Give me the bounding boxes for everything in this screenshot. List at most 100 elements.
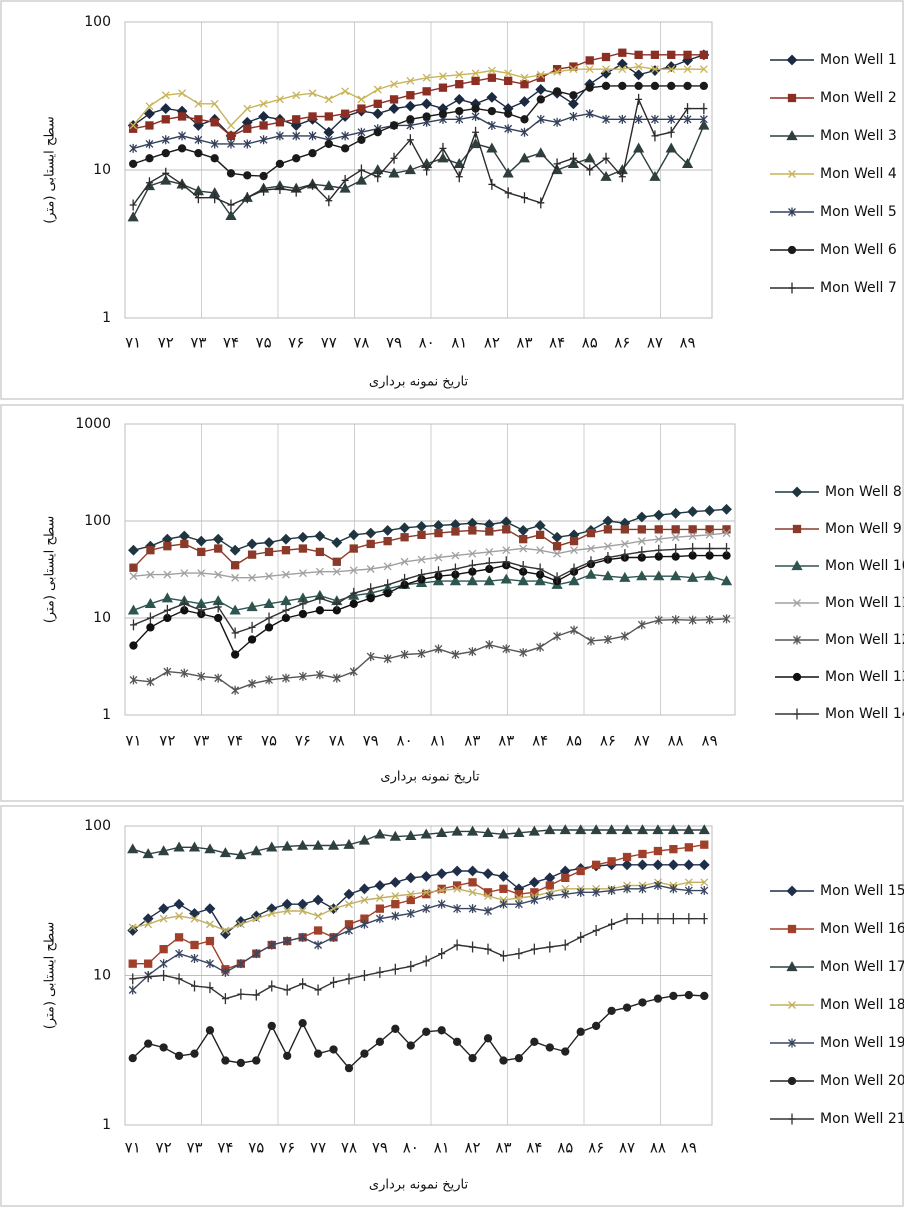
marker xyxy=(299,598,307,610)
marker xyxy=(366,594,375,603)
marker xyxy=(569,91,578,100)
marker xyxy=(161,148,170,158)
marker xyxy=(128,985,137,995)
x-tick-label: ۸۱ xyxy=(430,732,446,750)
series-line xyxy=(132,884,705,991)
x-tick-label: ۸۵ xyxy=(557,1139,573,1157)
marker xyxy=(585,65,594,74)
marker xyxy=(422,890,431,899)
marker xyxy=(700,878,709,887)
marker xyxy=(438,948,446,960)
marker xyxy=(349,599,358,608)
marker xyxy=(605,824,618,835)
marker xyxy=(587,556,595,568)
marker xyxy=(634,114,643,124)
marker xyxy=(502,556,510,568)
marker xyxy=(520,127,529,137)
marker xyxy=(623,913,631,925)
series xyxy=(129,48,708,141)
y-tick-label: 10 xyxy=(93,162,111,178)
marker xyxy=(264,547,274,557)
marker xyxy=(297,531,309,543)
marker xyxy=(194,148,203,158)
series-line xyxy=(133,532,727,579)
legend-label: Mon Well 2 xyxy=(820,90,897,106)
marker xyxy=(197,547,206,557)
marker xyxy=(621,824,633,835)
marker xyxy=(700,103,708,115)
marker xyxy=(553,631,562,641)
marker xyxy=(600,170,612,181)
marker xyxy=(180,668,189,678)
marker xyxy=(204,843,216,854)
legend-marker xyxy=(793,708,801,720)
legend-marker xyxy=(788,207,796,217)
marker xyxy=(391,911,400,921)
marker xyxy=(313,1049,323,1058)
marker xyxy=(129,563,138,572)
marker xyxy=(250,845,262,856)
marker xyxy=(298,671,307,681)
marker xyxy=(316,592,324,604)
x-tick-label: ۸۰ xyxy=(419,334,435,352)
marker xyxy=(684,103,692,115)
marker xyxy=(267,909,276,918)
marker xyxy=(487,66,496,75)
marker xyxy=(455,80,464,89)
marker xyxy=(437,884,446,893)
marker xyxy=(358,834,371,845)
marker xyxy=(468,1053,477,1063)
marker xyxy=(129,121,138,130)
marker xyxy=(671,615,680,625)
marker xyxy=(471,69,480,78)
marker xyxy=(195,535,207,547)
marker xyxy=(700,840,709,849)
marker xyxy=(651,130,659,142)
legend-marker xyxy=(791,560,803,571)
legend-marker xyxy=(786,961,798,972)
x-tick-label: ۸۶ xyxy=(614,334,630,352)
marker xyxy=(567,98,579,110)
y-tick-label: 100 xyxy=(84,818,111,834)
marker xyxy=(227,199,235,211)
x-tick-label: ۷۹ xyxy=(386,334,402,352)
marker xyxy=(129,619,137,631)
marker xyxy=(406,890,415,899)
marker xyxy=(585,109,594,119)
series-line xyxy=(133,112,704,150)
marker xyxy=(634,81,643,91)
marker xyxy=(236,1058,246,1068)
marker xyxy=(601,52,611,62)
x-tick-label: ۷۵ xyxy=(256,334,272,352)
marker xyxy=(178,131,187,141)
marker xyxy=(514,899,523,909)
marker xyxy=(374,880,386,891)
marker xyxy=(190,940,199,950)
marker xyxy=(159,959,168,969)
marker xyxy=(514,1053,524,1063)
marker xyxy=(314,984,322,996)
marker xyxy=(177,144,187,153)
marker xyxy=(145,139,154,149)
marker xyxy=(469,941,477,953)
marker xyxy=(650,114,659,124)
legend-marker xyxy=(786,130,798,141)
marker xyxy=(603,542,612,551)
series xyxy=(128,880,709,995)
marker xyxy=(670,507,682,519)
x-tick-label: ۸۱ xyxy=(451,334,467,352)
marker xyxy=(553,549,562,558)
marker xyxy=(453,158,465,169)
series xyxy=(128,990,709,1073)
marker xyxy=(197,671,206,681)
marker xyxy=(520,73,529,82)
marker xyxy=(649,170,661,181)
marker xyxy=(127,211,139,222)
marker xyxy=(688,615,697,625)
marker xyxy=(637,525,646,534)
marker xyxy=(283,1051,292,1061)
marker xyxy=(654,913,662,925)
marker xyxy=(360,919,369,929)
chart-panel: 1 10 100 1000 ۷۱ ۷۲ ۷۳ ۷۴ ۷۵ ۷۶ ۷۸ ۷۹ ۸۰ ۸۱ ۸۳ ۸۳ ۸۴ ۸۵ ۸۶… xyxy=(0,404,904,802)
marker xyxy=(349,544,358,553)
